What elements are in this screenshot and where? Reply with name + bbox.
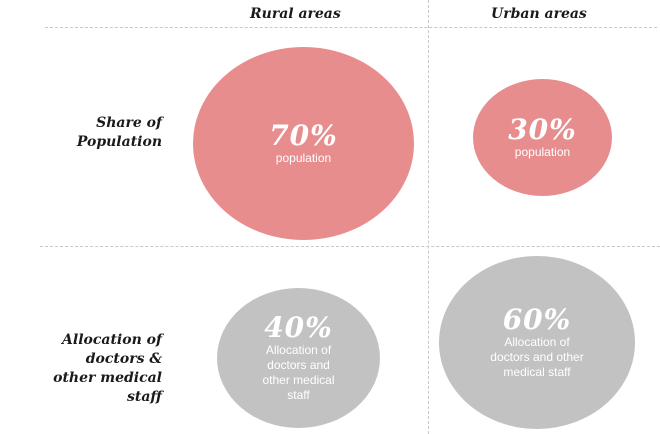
row-header-line: doctors & bbox=[85, 351, 162, 367]
urban-population-circle: 30% population bbox=[473, 79, 612, 196]
row-header-line: other medical bbox=[53, 370, 162, 386]
rural-allocation-circle: 40% Allocation of doctors and other medi… bbox=[217, 288, 380, 428]
urban-allocation-percent: 60% bbox=[502, 303, 572, 336]
urban-allocation-label-line: Allocation of bbox=[504, 335, 570, 349]
row-header-allocation: Allocation of doctors & other medical st… bbox=[53, 331, 162, 407]
column-header-rural: Rural areas bbox=[250, 6, 341, 22]
column-divider bbox=[428, 0, 429, 434]
urban-population-label: population bbox=[514, 145, 571, 159]
rural-population-circle: 70% population bbox=[193, 47, 414, 240]
urban-allocation-label-line: doctors and other bbox=[490, 350, 584, 364]
row-header-population: Share of Population bbox=[77, 114, 162, 152]
urban-allocation-circle: 60% Allocation of doctors and other medi… bbox=[439, 256, 635, 429]
rural-allocation-label-line: staff bbox=[287, 388, 310, 402]
row-header-line: Share of bbox=[96, 115, 162, 131]
row-divider bbox=[40, 246, 660, 247]
header-divider bbox=[45, 27, 657, 28]
rural-population-label: population bbox=[275, 151, 332, 165]
rural-allocation-label-line: other medical bbox=[262, 373, 335, 387]
urban-allocation-label-line: medical staff bbox=[503, 365, 571, 379]
column-header-urban: Urban areas bbox=[491, 6, 587, 22]
row-header-line: Allocation of bbox=[62, 332, 162, 348]
urban-population-percent: 30% bbox=[508, 113, 577, 146]
rural-population-percent: 70% bbox=[269, 119, 338, 152]
rural-allocation-label-line: doctors and bbox=[267, 358, 330, 372]
rural-allocation-label-line: Allocation of bbox=[265, 343, 332, 357]
row-header-line: Population bbox=[76, 134, 162, 150]
rural-allocation-percent: 40% bbox=[264, 311, 333, 344]
row-header-line: staff bbox=[127, 389, 162, 405]
